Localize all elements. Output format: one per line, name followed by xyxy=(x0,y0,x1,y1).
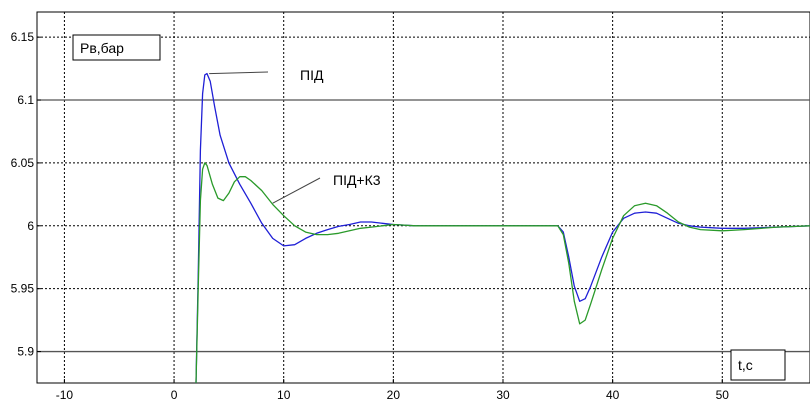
reference-lines xyxy=(37,99,810,353)
xlabel: t,c xyxy=(738,357,753,373)
y-tick-label: 5.9 xyxy=(17,345,34,359)
ylabel-box: Рв,бар xyxy=(72,34,161,61)
y-tick-label: 6.05 xyxy=(11,156,35,170)
annotation-label: ПІД xyxy=(300,67,324,83)
annotation-pointer xyxy=(272,177,321,204)
y-tick-label: 6 xyxy=(27,219,34,233)
series-group xyxy=(195,72,810,384)
x-tick-label: 0 xyxy=(171,388,178,402)
annotations: ПІД ПІД+К3 xyxy=(209,67,381,204)
y-tick-label: 6.1 xyxy=(17,93,34,107)
x-tick-label: -10 xyxy=(56,388,74,402)
x-tick-label: 40 xyxy=(606,388,620,402)
x-axis-ticks: -10 0 10 20 30 40 50 xyxy=(56,379,730,402)
annotation-pointer xyxy=(209,71,269,75)
y-tick-label: 6.15 xyxy=(11,30,35,44)
x-tick-label: 30 xyxy=(496,388,510,402)
annotation-label: ПІД+К3 xyxy=(333,172,381,188)
x-tick-label: 50 xyxy=(716,388,730,402)
x-tick-label: 10 xyxy=(277,388,291,402)
series-line-2 xyxy=(195,162,810,384)
y-tick-label: 5.95 xyxy=(11,282,35,296)
plot-area xyxy=(36,11,810,384)
ylabel: Рв,бар xyxy=(80,40,124,56)
x-tick-label: 20 xyxy=(387,388,401,402)
y-axis-ticks: 5.9 5.95 6 6.05 6.1 6.15 xyxy=(11,30,41,359)
xlabel-box: t,c xyxy=(730,349,786,381)
